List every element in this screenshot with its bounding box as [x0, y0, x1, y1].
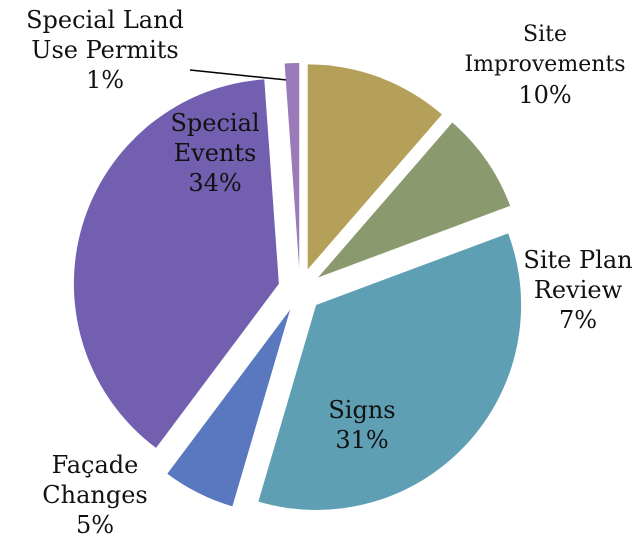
pie-slice: [307, 64, 442, 270]
data-label: Site Improvements 10%: [455, 20, 635, 110]
leader-line: [189, 69, 288, 81]
pie-slice: [284, 63, 300, 269]
value-label: 5%: [75, 511, 115, 539]
data-label: Special Land Use Permits 1%: [5, 5, 205, 95]
value-label: 10%: [518, 81, 572, 109]
value-label: 31%: [335, 426, 389, 454]
data-label: Façade Changes 5%: [30, 450, 160, 540]
pie-slice: [318, 122, 511, 278]
category-label: Façade Changes: [42, 451, 148, 509]
category-label: Special Events: [170, 109, 260, 167]
pie-slice: [258, 233, 522, 510]
value-label: 34%: [188, 169, 242, 197]
pie-slice: [73, 79, 279, 448]
data-label: Special Events 34%: [155, 108, 275, 198]
pie-slice: [167, 309, 291, 507]
value-label: 1%: [85, 66, 125, 94]
category-label: Site Plan Review: [523, 246, 633, 304]
category-label: Special Land Use Permits: [26, 6, 184, 64]
data-label: Site Plan Review 7%: [513, 245, 642, 335]
value-label: 7%: [558, 306, 598, 334]
category-label: Site Improvements: [464, 22, 626, 77]
category-label: Signs: [328, 396, 396, 424]
data-label: Signs 31%: [302, 395, 422, 455]
